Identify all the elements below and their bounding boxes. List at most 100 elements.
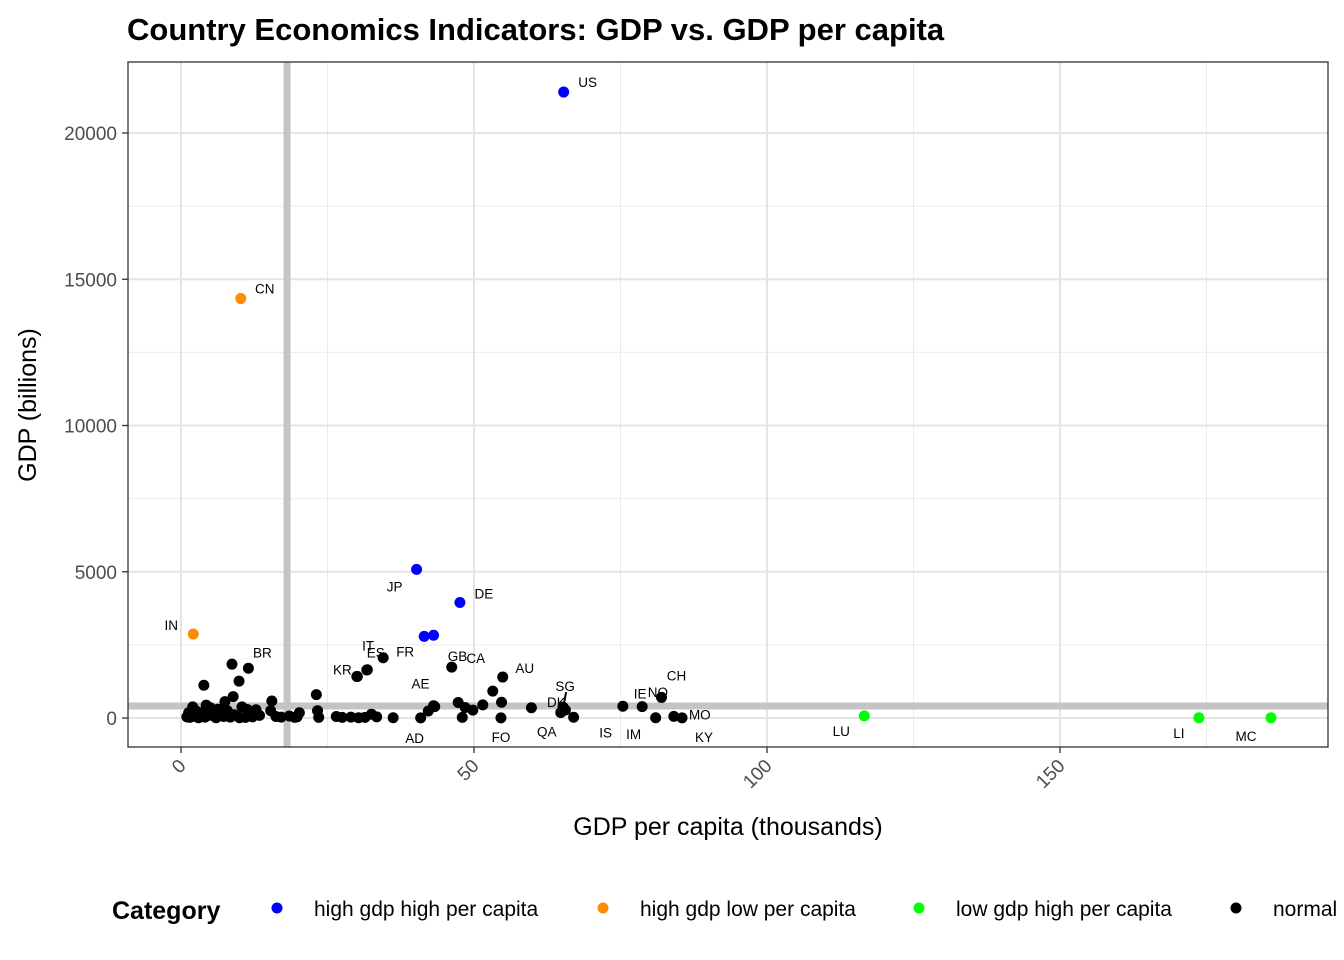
legend: Category high gdp high per capita high gd…: [112, 897, 1337, 925]
chart-title: Country Economics Indicators: GDP vs. GD…: [127, 12, 945, 47]
point-label-it: IT: [362, 639, 374, 654]
legend-label: high gdp low per capita: [640, 898, 856, 921]
data-point: [387, 712, 399, 724]
point-label-ad: AD: [405, 731, 424, 746]
data-point: [313, 711, 325, 723]
point-label-is: IS: [599, 725, 612, 740]
data-point: [219, 696, 231, 708]
point-label-cn: CN: [255, 282, 275, 297]
data-point-fr: [418, 630, 430, 642]
data-point: [456, 711, 468, 723]
data-point: [226, 658, 238, 670]
point-label-mo: MO: [689, 707, 711, 722]
gridlines: [128, 62, 1328, 747]
data-point-in: [187, 628, 199, 640]
legend-item-low-gdp-high-per-capita[interactable]: low gdp high per capita: [913, 898, 1173, 921]
data-point-fo: [495, 712, 507, 724]
data-point: [496, 696, 508, 708]
point-label-us: US: [578, 75, 597, 90]
point-label-qa: QA: [537, 725, 557, 740]
data-point: [199, 711, 211, 723]
x-tick-label: 50: [454, 756, 484, 786]
data-point-ky: [676, 712, 688, 724]
point-label-lu: LU: [833, 724, 850, 739]
data-point-br: [242, 662, 254, 674]
legend-label: low gdp high per capita: [956, 898, 1172, 921]
data-points: [181, 86, 1277, 724]
data-point-kr: [361, 664, 373, 676]
legend-key: [271, 902, 283, 914]
data-point: [234, 712, 246, 724]
data-point: [310, 689, 322, 701]
point-labels: US CN JP DE GB FR IN BR IT KR CA AU ES AE AD DK FO SG QA IS…: [165, 75, 1257, 746]
point-label-jp: JP: [387, 579, 403, 594]
point-label-no: NO: [648, 685, 668, 700]
data-point-is: [568, 711, 580, 723]
x-axis-title: GDP per capita (thousands): [573, 813, 882, 841]
data-point-jp: [411, 563, 423, 575]
point-label-ae: AE: [412, 677, 430, 692]
y-tick-label: 10000: [64, 417, 117, 438]
data-point-ad: [415, 712, 427, 724]
point-label-in: IN: [165, 618, 179, 633]
y-tick-label: 15000: [64, 270, 117, 291]
data-point: [222, 709, 234, 721]
legend-item-normal[interactable]: normal: [1230, 898, 1338, 921]
data-point: [477, 699, 489, 711]
point-label-gb: GB: [448, 649, 468, 664]
point-label-li: LI: [1173, 726, 1184, 741]
legend-title: Category: [112, 897, 220, 925]
legend-label: high gdp high per capita: [314, 898, 538, 921]
legend-label: normal: [1273, 898, 1337, 921]
point-label-kr: KR: [333, 663, 352, 678]
point-label-im: IM: [626, 727, 641, 742]
point-label-mc: MC: [1235, 729, 1256, 744]
data-point: [198, 679, 210, 691]
data-point-ch: [656, 691, 668, 703]
data-point: [245, 710, 257, 722]
data-point-ae: [428, 700, 440, 712]
legend-key: [913, 902, 925, 914]
data-point: [233, 675, 245, 687]
data-point-de: [454, 596, 466, 608]
data-point: [467, 704, 479, 716]
data-point-dk: [525, 702, 537, 714]
x-axis: 0 50 100 150: [168, 747, 1070, 793]
data-point: [204, 702, 216, 714]
data-point-us: [558, 86, 570, 98]
data-point: [266, 695, 278, 707]
point-label-ca: CA: [466, 651, 485, 666]
legend-key: [1230, 902, 1242, 914]
data-point-li: [1193, 712, 1205, 724]
x-tick-label: 0: [168, 756, 190, 778]
data-point-mc: [1265, 712, 1277, 724]
data-point-ie: [636, 701, 648, 713]
label-leader-line: [563, 691, 568, 704]
point-label-sg: SG: [555, 679, 575, 694]
point-label-de: DE: [475, 586, 494, 601]
data-point: [291, 711, 303, 723]
data-point-au: [497, 671, 509, 683]
legend-item-high-gdp-high-per-capita[interactable]: high gdp high per capita: [271, 898, 539, 921]
point-label-fr: FR: [396, 644, 414, 659]
data-point-mo: [668, 710, 680, 722]
x-tick-label: 150: [1032, 756, 1069, 793]
data-point-qa: [555, 707, 567, 719]
data-point: [275, 711, 287, 723]
point-label-br: BR: [253, 645, 272, 660]
legend-key: [597, 902, 609, 914]
point-label-ie: IE: [634, 687, 647, 702]
data-point: [487, 685, 499, 697]
data-point-it: [377, 652, 389, 664]
data-point: [336, 711, 348, 723]
data-point-gb: [428, 629, 440, 641]
point-label-dk: DK: [547, 695, 566, 710]
point-label-ky: KY: [695, 730, 713, 745]
plot-border: [127, 61, 1329, 748]
reference-lines: [128, 62, 1328, 747]
y-tick-label: 5000: [75, 563, 117, 584]
legend-item-high-gdp-low-per-capita[interactable]: high gdp low per capita: [597, 898, 857, 921]
point-label-ch: CH: [667, 668, 687, 683]
data-point-es: [351, 670, 363, 682]
